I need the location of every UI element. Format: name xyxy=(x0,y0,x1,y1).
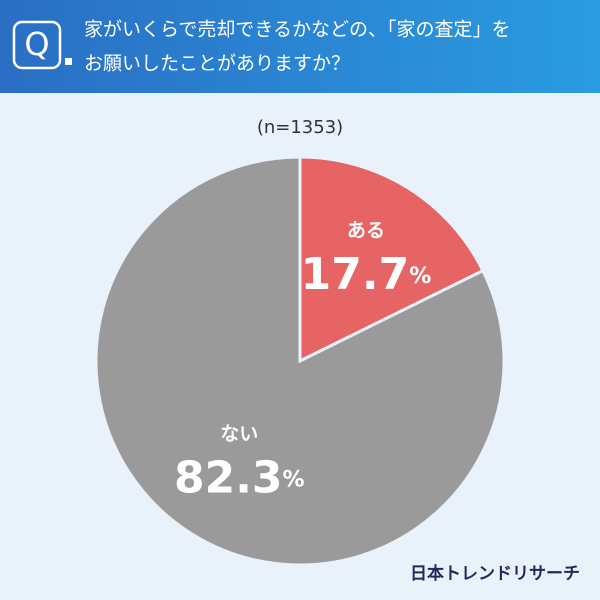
slice-label: ない xyxy=(220,423,258,445)
pie-slice xyxy=(298,155,485,364)
slice-value: 17.7% xyxy=(301,249,432,300)
slice-label: ある xyxy=(347,219,385,241)
icon-letter: Q xyxy=(24,25,49,63)
brand: 日本トレンドリサーチ xyxy=(410,563,580,584)
icon-dot xyxy=(65,58,72,65)
value-unit: % xyxy=(283,468,305,493)
sample-size: (n=1353) xyxy=(257,117,343,138)
value-unit: % xyxy=(409,264,431,289)
title-line: 家がいくらで売却できるかなどの、「家の査定」を xyxy=(84,19,511,41)
value-number: 82.3 xyxy=(174,453,283,504)
header-band xyxy=(0,0,600,93)
icon-box xyxy=(12,20,62,70)
pie-slice xyxy=(94,155,506,567)
value-number: 17.7 xyxy=(301,249,410,300)
title-line: お願いしたことがありますか？ xyxy=(84,53,350,75)
slice-value: 82.3% xyxy=(174,453,305,504)
